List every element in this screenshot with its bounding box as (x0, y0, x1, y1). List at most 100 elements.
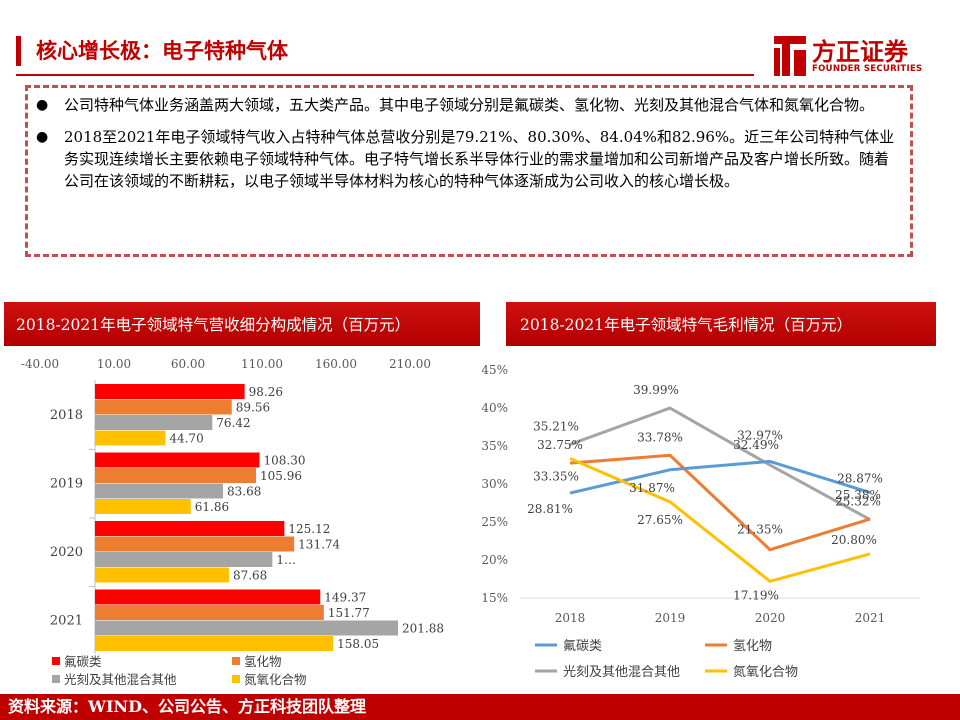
y-tick-label: 25% (481, 515, 508, 529)
bar (95, 589, 321, 605)
bar (95, 620, 398, 636)
x-tick-label: 10.00 (97, 357, 131, 371)
point-data-label: 20.80% (831, 533, 877, 547)
legend-label: 氢化物 (733, 639, 772, 654)
point-data-label: 25.38% (835, 488, 881, 502)
point-data-label: 25.32% (835, 495, 881, 509)
legend-swatch (52, 675, 60, 683)
y-tick-label: 35% (481, 439, 508, 453)
bar (95, 452, 260, 468)
legend-label: 氮氧化合物 (244, 672, 307, 687)
bar (95, 536, 295, 552)
category-label: 2019 (50, 477, 83, 492)
legend-swatch (232, 675, 240, 683)
bar-data-label: 76.42 (216, 416, 250, 430)
point-data-label: 33.35% (533, 470, 579, 484)
point-data-label: 32.49% (733, 438, 779, 452)
bar (95, 567, 229, 583)
founder-logo-icon (774, 36, 806, 76)
title-divider (16, 74, 754, 76)
bar-data-label: 83.68 (227, 485, 261, 499)
bullet-icon: ● (36, 97, 49, 113)
legend-swatch (52, 657, 60, 665)
line-chart-title: 2018-2021年电子领域特气毛利情况（百万元） (506, 302, 936, 346)
bar (95, 399, 232, 415)
legend-label: 光刻及其他混合其他 (64, 672, 177, 687)
logo-text-en: FOUNDER SECURITIES (812, 64, 923, 74)
category-label: 2021 (50, 614, 83, 629)
bar-data-label: 44.70 (169, 432, 203, 446)
note-item: ● 2018至2021年电子领域特气收入占特种气体总营收分别是79.21%、80… (36, 126, 896, 192)
series-line (569, 457, 871, 583)
notes-box: ● 公司特种气体业务涵盖两大领域，五大类产品。其中电子领域分别是氟碳类、氢化物、… (25, 85, 913, 257)
bar (95, 552, 273, 567)
x-tick-label: 210.00 (389, 357, 431, 371)
note-text: 2018至2021年电子领域特气收入占特种气体总营收分别是79.21%、80.3… (64, 128, 895, 190)
bar-data-label: 151.77 (328, 606, 370, 620)
point-data-label: 28.81% (527, 502, 573, 516)
point-data-label: 17.19% (733, 588, 779, 602)
point-data-label: 32.75% (537, 438, 583, 452)
bar-data-label: 87.68 (233, 569, 267, 583)
y-tick-label: 15% (481, 591, 508, 605)
point-data-label: 35.21% (533, 419, 579, 433)
point-data-label: 32.97% (737, 428, 783, 442)
bar (95, 468, 257, 483)
point-data-label: 21.35% (737, 523, 783, 537)
logo-text-cn: 方正证券 (812, 38, 908, 66)
category-label: 2020 (50, 545, 83, 560)
source-footer: 资料来源：WIND、公司公告、方正科技团队整理 (0, 694, 960, 720)
bar (95, 499, 191, 514)
x-tick-label: 2018 (555, 611, 586, 625)
y-tick-label: 20% (481, 553, 508, 567)
bar-chart: -40.00 10.00 60.00 110.00 160.00 210.00 2018 98… (21, 357, 444, 687)
page-title: 核心增长极：电子特种气体 (36, 39, 288, 63)
bar (95, 483, 224, 499)
point-data-label: 27.65% (637, 513, 683, 527)
y-tick-label: 45% (481, 363, 508, 377)
bar (95, 636, 334, 651)
bar (95, 415, 213, 430)
x-tick-label: 160.00 (315, 357, 357, 371)
x-tick-label: -40.00 (21, 357, 59, 371)
bar-data-label: 61.86 (195, 500, 229, 514)
bar-data-label: 201.88 (402, 622, 444, 636)
x-tick-label: 2021 (855, 611, 886, 625)
bar-data-label: 1… (276, 553, 296, 567)
category-label: 2018 (50, 408, 83, 423)
line-chart: 45% 40% 35% 30% 25% 20% 15% 2018 2019 2020 2021 28.… (481, 363, 920, 680)
y-tick-label: 40% (481, 401, 508, 415)
x-tick-label: 2019 (655, 611, 686, 625)
bar-data-label: 149.37 (324, 591, 366, 605)
title-accent-bar (16, 36, 21, 66)
x-tick-label: 110.00 (241, 357, 283, 371)
bar-data-label: 105.96 (260, 469, 302, 483)
note-item: ● 公司特种气体业务涵盖两大领域，五大类产品。其中电子领域分别是氟碳类、氢化物、… (36, 94, 896, 116)
bar (95, 384, 245, 399)
legend-swatch (232, 657, 240, 665)
bar (95, 430, 166, 446)
bar-chart-title: 2018-2021年电子领域特气营收细分构成情况（百万元） (4, 302, 480, 346)
point-data-label: 28.87% (837, 472, 883, 486)
bar-data-label: 98.26 (249, 385, 283, 399)
bar-data-label: 108.30 (263, 454, 305, 468)
legend-label: 氟碳类 (563, 639, 602, 654)
bullet-icon: ● (36, 129, 49, 145)
legend-label: 光刻及其他混合其他 (563, 665, 680, 680)
bar-data-label: 158.05 (337, 637, 379, 651)
x-tick-label: 60.00 (171, 357, 205, 371)
legend-label: 氮氧化合物 (733, 665, 798, 680)
note-text: 公司特种气体业务涵盖两大领域，五大类产品。其中电子领域分别是氟碳类、氢化物、光刻… (64, 96, 875, 114)
legend-label: 氢化物 (244, 654, 282, 669)
bar (95, 521, 285, 536)
y-tick-label: 30% (481, 477, 508, 491)
series-line (569, 406, 871, 521)
bar-data-label: 125.12 (288, 522, 330, 536)
point-data-label: 33.78% (637, 430, 683, 444)
point-data-label: 31.87% (629, 481, 675, 495)
bar-data-label: 89.56 (236, 401, 270, 415)
legend-label: 氟碳类 (64, 654, 102, 669)
bar (95, 605, 324, 620)
series-line (569, 453, 871, 552)
x-tick-label: 2020 (755, 611, 786, 625)
